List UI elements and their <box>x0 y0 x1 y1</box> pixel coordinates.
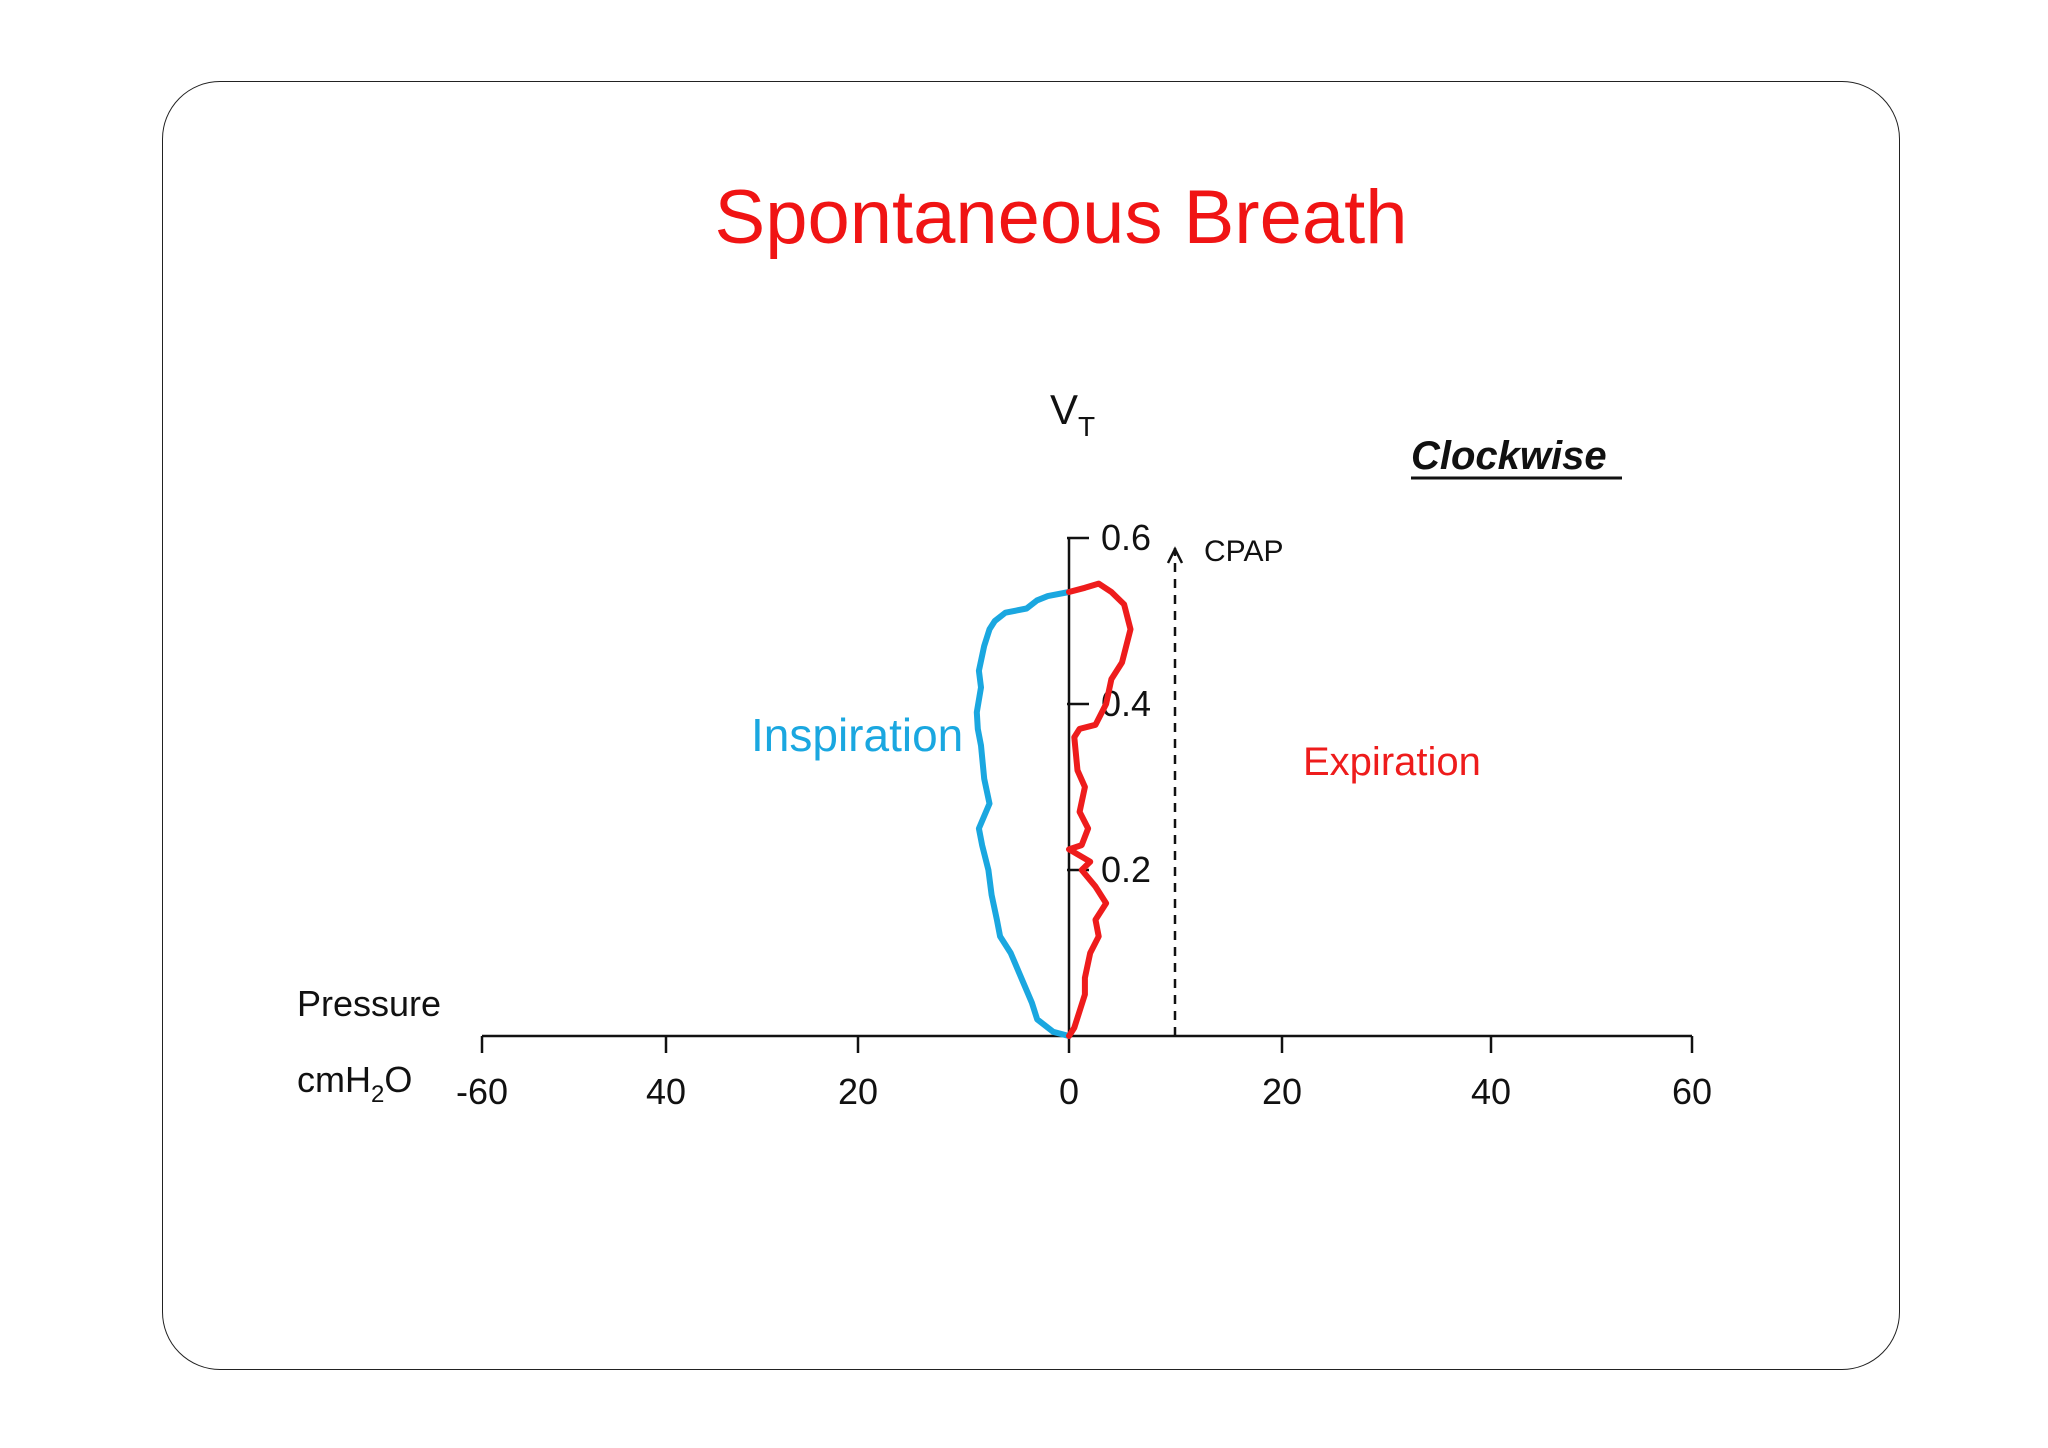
x-axis-label: Pressure <box>297 983 441 1024</box>
x-tick-label: 20 <box>1262 1071 1302 1112</box>
x-axis-unit-prefix: cmH <box>297 1059 371 1100</box>
x-tick-label: 40 <box>646 1071 686 1112</box>
y-axis-label-main: V <box>1050 386 1078 433</box>
y-axis-label-sub: T <box>1078 411 1095 442</box>
x-tick-label: 60 <box>1672 1071 1712 1112</box>
cpap-arrowhead-icon <box>1166 546 1184 564</box>
x-axis-unit-suffix: O <box>384 1059 412 1100</box>
expiration-curve <box>1066 580 1134 1039</box>
y-axis-label: VT <box>1050 386 1095 442</box>
x-tick-label: 20 <box>838 1071 878 1112</box>
x-axis-unit: cmH2O <box>297 1059 412 1108</box>
x-tick-label: -60 <box>456 1071 508 1112</box>
slide-title: Spontaneous Breath <box>714 175 1408 260</box>
series-label-inspiration: Inspiration <box>751 709 963 761</box>
x-tick-label: 40 <box>1471 1071 1511 1112</box>
cpap-label: CPAP <box>1204 535 1283 568</box>
slide-frame <box>162 81 1900 1370</box>
direction-annotation: Clockwise <box>1411 434 1607 478</box>
y-tick-label: 0.2 <box>1101 849 1151 890</box>
x-tick-label: 0 <box>1059 1071 1079 1112</box>
inspiration-curve <box>973 589 1072 1039</box>
series-label-expiration: Expiration <box>1303 740 1481 784</box>
x-axis-unit-sub: 2 <box>371 1081 384 1108</box>
y-tick-label: 0.6 <box>1101 517 1151 558</box>
